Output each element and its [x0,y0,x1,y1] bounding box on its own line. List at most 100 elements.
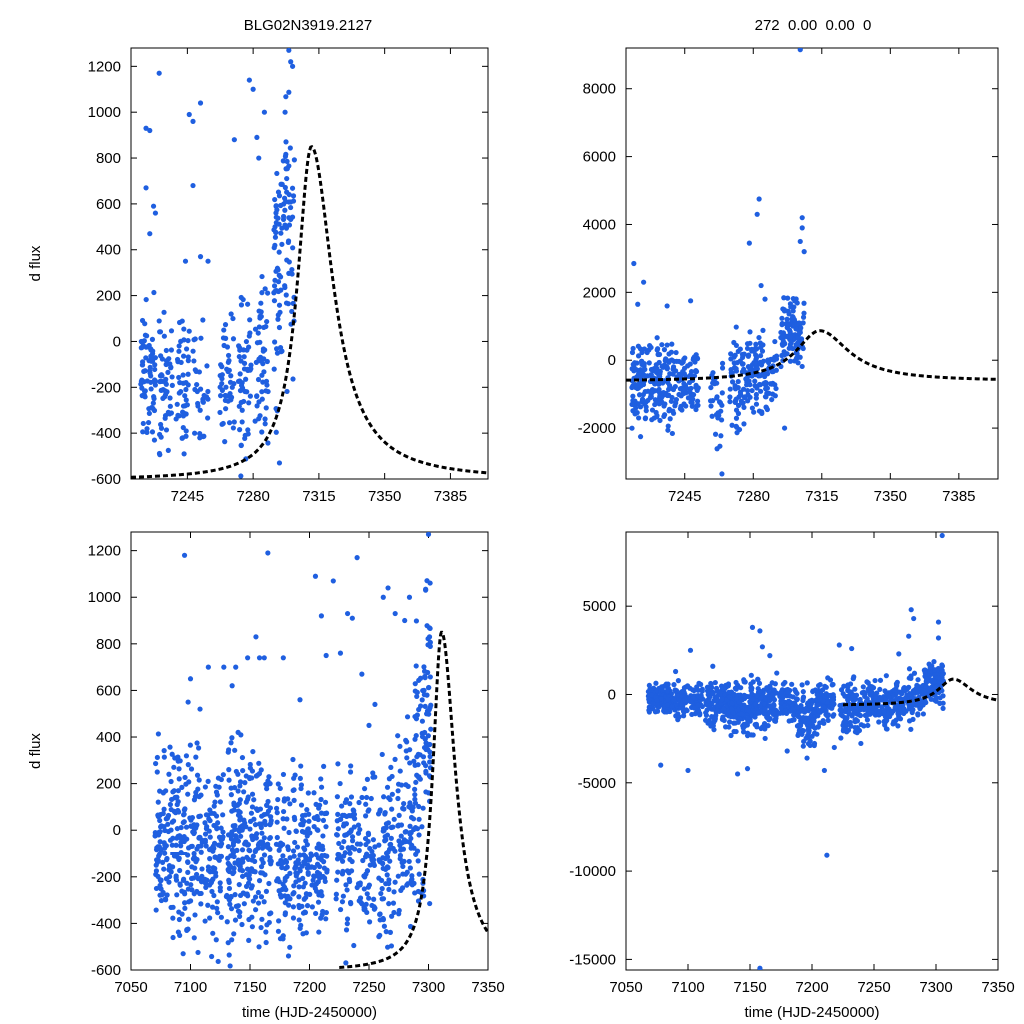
observation-point [323,916,329,922]
observation-point [286,829,292,836]
observation-point [416,816,422,822]
observation-point [202,918,208,924]
observation-point [366,722,372,728]
observation-point [237,892,244,899]
observation-point [842,693,848,699]
observation-point [642,416,648,422]
observation-point [311,790,317,796]
observation-point [823,684,829,690]
observation-point [274,170,280,177]
observation-point [841,726,847,732]
observation-point [349,858,355,865]
observation-point [685,767,691,774]
observation-point [389,913,395,919]
observation-point [302,812,308,818]
observation-point [923,699,929,706]
observation-point [319,852,325,859]
observation-point [650,700,656,707]
observation-point [290,904,296,910]
observation-point [259,845,266,851]
observation-point [354,555,360,561]
observation-point [399,840,405,846]
observation-point [388,835,394,841]
observation-point [750,679,756,685]
observation-point [140,359,146,365]
observation-point [410,816,417,822]
observation-point [372,701,378,708]
observation-points [152,532,434,969]
observation-point [745,398,751,404]
observation-point [791,358,798,364]
observation-point [254,134,260,141]
observation-point [664,709,670,715]
observation-point [746,240,752,246]
observation-point [877,686,883,693]
observation-point [389,806,395,812]
observation-point [366,895,372,901]
observation-point [659,342,665,348]
observation-point [175,788,181,794]
observation-point [841,683,847,689]
observation-point [240,859,246,865]
observation-point [275,781,281,787]
observation-point [273,805,280,811]
observation-point [392,610,398,617]
observation-point [407,830,413,836]
observation-point [877,708,883,714]
observation-point [276,193,283,199]
observation-point [915,689,921,696]
observation-point [298,802,305,808]
observation-point [247,367,253,373]
observation-point [291,853,297,859]
observation-point [363,871,369,877]
observation-point [256,771,263,777]
observation-point [719,696,725,703]
observation-point [282,857,289,864]
observation-point [787,342,793,348]
observation-point [636,392,643,398]
observation-point [180,951,186,957]
observation-point [876,719,882,725]
observation-point [174,801,180,808]
observation-point [202,831,209,837]
observation-point [155,857,161,863]
observation-point [667,416,673,422]
observation-point [261,655,267,661]
observation-point [215,820,221,826]
observation-point [291,157,297,163]
plot-frame [130,47,489,480]
observation-point [287,855,293,861]
observation-point [298,785,304,792]
observation-point [347,850,353,856]
observation-point [751,409,757,415]
observation-point [259,856,265,863]
observation-point [225,940,231,946]
observation-point [917,706,923,712]
observation-point [805,726,811,732]
observation-point [176,390,182,396]
observation-point [384,872,390,878]
observation-point [274,819,280,825]
observation-point [149,429,156,435]
observation-point [216,857,222,863]
observation-point [293,879,299,885]
observation-point [720,714,726,720]
observation-point [761,701,767,707]
observation-point [635,301,641,307]
observation-point [175,758,181,764]
observation-point [670,364,677,370]
observation-point [351,942,357,949]
observation-point [726,689,732,696]
observation-point [161,748,167,754]
panel-bottom-right: 7050 7100 7150 7200 7250 7300 7350-15000-10000… [569,531,1015,1021]
observation-point [156,70,162,76]
observation-point [710,370,716,376]
observation-point [867,683,873,689]
observation-point [318,784,325,790]
observation-point [719,390,725,396]
observation-point [160,891,166,897]
observation-point [908,675,914,681]
observation-point [391,909,397,916]
observation-point [815,702,821,708]
observation-point [342,832,348,838]
